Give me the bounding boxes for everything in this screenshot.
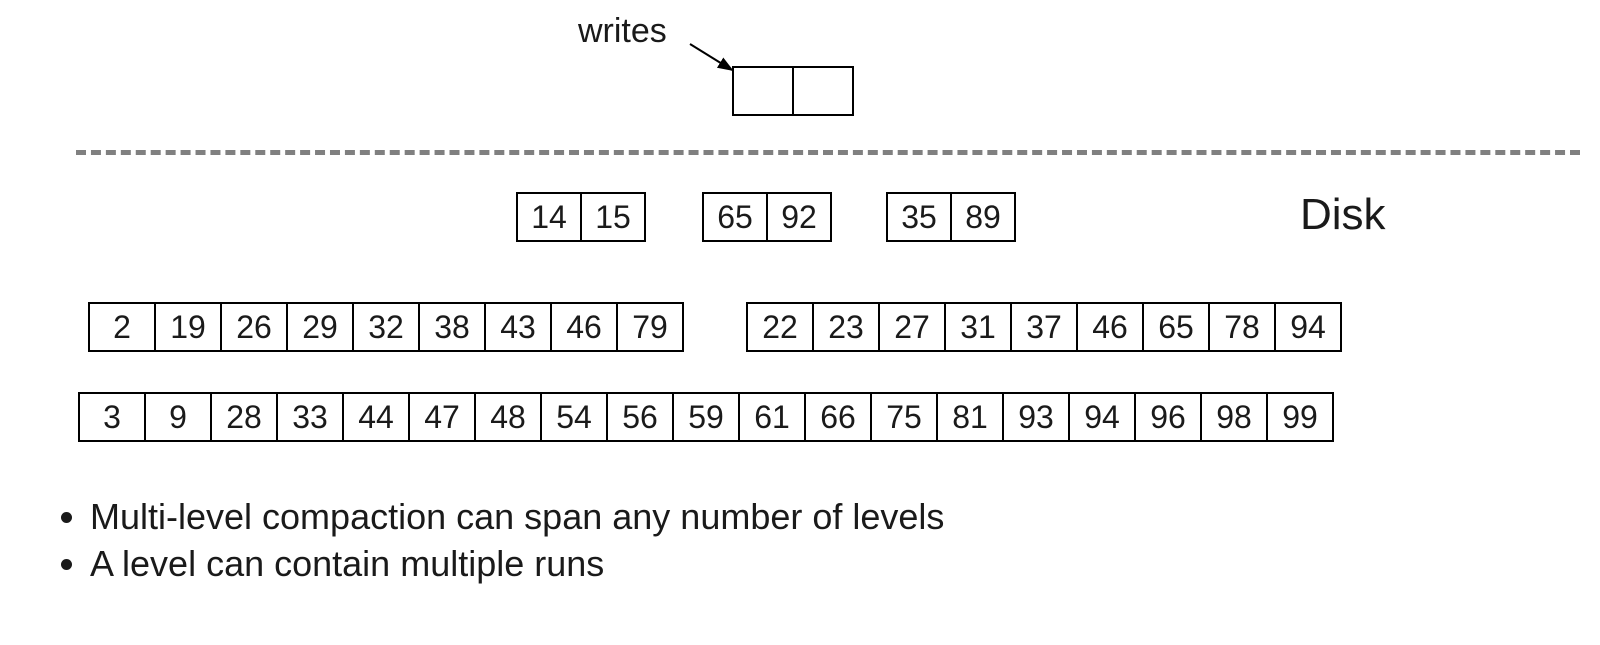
cell-row: 6592 xyxy=(702,192,832,242)
cell: 75 xyxy=(870,392,938,442)
cell: 19 xyxy=(154,302,222,352)
cell: 61 xyxy=(738,392,806,442)
cell: 33 xyxy=(276,392,344,442)
cell: 78 xyxy=(1208,302,1276,352)
cell-row: 21926293238434679 xyxy=(88,302,684,352)
cell: 26 xyxy=(220,302,288,352)
cell: 92 xyxy=(766,192,832,242)
cell: 89 xyxy=(950,192,1016,242)
disk-label: Disk xyxy=(1300,190,1386,240)
cell: 9 xyxy=(144,392,212,442)
cell: 94 xyxy=(1068,392,1136,442)
cell: 29 xyxy=(286,302,354,352)
cell: 31 xyxy=(944,302,1012,352)
cell: 59 xyxy=(672,392,740,442)
cell: 66 xyxy=(804,392,872,442)
cell: 23 xyxy=(812,302,880,352)
cell-row: 222327313746657894 xyxy=(746,302,1342,352)
cell: 46 xyxy=(550,302,618,352)
cell: 65 xyxy=(1142,302,1210,352)
cell xyxy=(732,66,794,116)
cell: 65 xyxy=(702,192,768,242)
cell: 15 xyxy=(580,192,646,242)
cell: 48 xyxy=(474,392,542,442)
cell: 32 xyxy=(352,302,420,352)
cell: 35 xyxy=(886,192,952,242)
cell: 37 xyxy=(1010,302,1078,352)
cell: 28 xyxy=(210,392,278,442)
cell: 56 xyxy=(606,392,674,442)
cell: 93 xyxy=(1002,392,1070,442)
memory-disk-divider xyxy=(76,150,1580,155)
caption-bullets: Multi-level compaction can span any numb… xyxy=(50,494,944,588)
cell: 96 xyxy=(1134,392,1202,442)
writes-label: writes xyxy=(578,12,667,51)
cell: 54 xyxy=(540,392,608,442)
cell: 14 xyxy=(516,192,582,242)
cell-row: 1415 xyxy=(516,192,646,242)
writes-arrow-icon xyxy=(684,38,738,76)
cell: 38 xyxy=(418,302,486,352)
caption-bullet: A level can contain multiple runs xyxy=(90,541,944,588)
cell-row: 3589 xyxy=(886,192,1016,242)
cell: 81 xyxy=(936,392,1004,442)
cell: 46 xyxy=(1076,302,1144,352)
cell: 98 xyxy=(1200,392,1268,442)
cell: 79 xyxy=(616,302,684,352)
cell-row: 392833444748545659616675819394969899 xyxy=(78,392,1334,442)
cell: 3 xyxy=(78,392,146,442)
cell: 44 xyxy=(342,392,410,442)
cell: 99 xyxy=(1266,392,1334,442)
cell xyxy=(792,66,854,116)
cell-row xyxy=(732,66,854,116)
cell: 22 xyxy=(746,302,814,352)
cell: 27 xyxy=(878,302,946,352)
cell: 2 xyxy=(88,302,156,352)
cell: 43 xyxy=(484,302,552,352)
cell: 47 xyxy=(408,392,476,442)
caption-bullet: Multi-level compaction can span any numb… xyxy=(90,494,944,541)
cell: 94 xyxy=(1274,302,1342,352)
